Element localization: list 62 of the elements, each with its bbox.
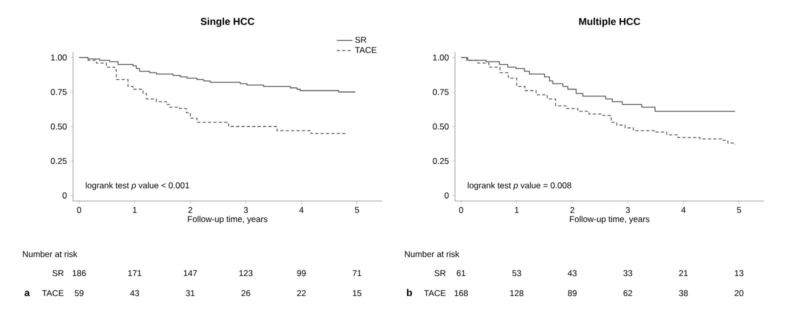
y-tick-label: 0 bbox=[444, 192, 449, 198]
text: 22 bbox=[297, 290, 306, 296]
text: 38 bbox=[679, 290, 688, 296]
text: 59 bbox=[74, 290, 84, 296]
x-tick-label: 4 bbox=[299, 207, 304, 213]
x-tick-label: 3 bbox=[626, 207, 630, 213]
text: 147 bbox=[184, 270, 197, 276]
x-tick-label: 2 bbox=[188, 207, 192, 213]
text: 89 bbox=[568, 290, 577, 296]
text: 43 bbox=[568, 270, 577, 276]
x-tick-label: 4 bbox=[681, 207, 686, 213]
y-tick-label: 0.50 bbox=[432, 124, 449, 130]
x-tick-label: 1 bbox=[132, 207, 137, 213]
text: 15 bbox=[352, 290, 362, 296]
y-tick-label: 0.25 bbox=[50, 158, 67, 164]
legend-label: TACE bbox=[355, 46, 376, 53]
text: 171 bbox=[128, 270, 142, 276]
text: a bbox=[24, 290, 30, 296]
text: Number at risk bbox=[22, 250, 78, 258]
y-tick-label: 0.50 bbox=[50, 124, 67, 130]
annotation: logrank test p value = 0.008 bbox=[468, 182, 572, 190]
x-tick-label: 0 bbox=[77, 207, 82, 213]
legend-label: SR bbox=[355, 36, 366, 43]
y-tick-label: 0 bbox=[62, 192, 67, 198]
text: 71 bbox=[352, 270, 362, 276]
text: 31 bbox=[186, 290, 195, 296]
text: 123 bbox=[239, 270, 253, 276]
text: b bbox=[406, 288, 412, 296]
text: 168 bbox=[454, 290, 468, 296]
annotation: logrank test p value < 0.001 bbox=[86, 182, 190, 190]
x-tick-label: 0 bbox=[459, 207, 464, 213]
text: SR bbox=[52, 270, 64, 276]
text: 21 bbox=[679, 270, 688, 276]
y-tick-label: 1.00 bbox=[433, 54, 449, 61]
text: 62 bbox=[624, 290, 632, 296]
text: 128 bbox=[510, 290, 524, 296]
chart-title: Multiple HCC bbox=[579, 18, 640, 27]
chart-title: Single HCC bbox=[200, 18, 254, 27]
text: 186 bbox=[72, 270, 86, 276]
text: Number at risk bbox=[404, 250, 460, 258]
text: 20 bbox=[734, 290, 744, 296]
text: SR bbox=[434, 270, 446, 276]
text: 13 bbox=[734, 270, 744, 276]
x-tick-label: 3 bbox=[244, 207, 248, 213]
x-tick-label: 5 bbox=[354, 207, 360, 213]
text: 61 bbox=[456, 270, 466, 276]
y-tick-label: 0.75 bbox=[50, 89, 67, 95]
text: 26 bbox=[242, 290, 250, 296]
x-tick-label: 2 bbox=[570, 207, 574, 213]
x-axis-title: Follow-up time, years bbox=[570, 216, 650, 224]
x-tick-label: 5 bbox=[736, 207, 742, 213]
text: 43 bbox=[130, 290, 140, 296]
y-tick-label: 1.00 bbox=[51, 54, 67, 61]
text: 33 bbox=[623, 270, 632, 276]
text: 99 bbox=[297, 270, 306, 276]
y-tick-label: 0.75 bbox=[432, 89, 449, 95]
text: TACE bbox=[424, 290, 446, 296]
x-tick-label: 1 bbox=[514, 207, 519, 213]
x-axis-title: Follow-up time, years bbox=[188, 216, 268, 224]
text: 53 bbox=[512, 270, 522, 276]
text: TACE bbox=[42, 290, 64, 296]
y-tick-label: 0.25 bbox=[432, 158, 449, 164]
